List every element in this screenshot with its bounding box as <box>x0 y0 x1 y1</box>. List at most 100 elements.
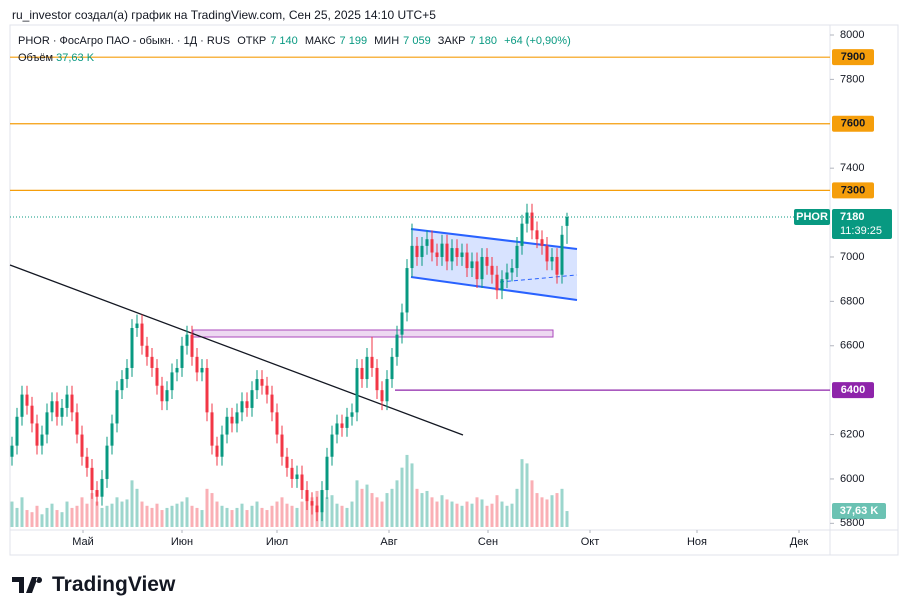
candle-body <box>305 490 309 502</box>
candle-body <box>170 372 174 391</box>
volume-bar <box>140 501 144 527</box>
volume-label: 37,63 K <box>840 505 879 517</box>
level-label: 7300 <box>841 184 865 196</box>
volume-bar <box>535 493 539 527</box>
candle-body <box>260 379 264 386</box>
volume-bar <box>420 493 424 527</box>
volume-bar <box>415 488 419 527</box>
volume-bar <box>265 510 269 527</box>
candle-body <box>60 407 64 417</box>
candle-body <box>165 390 169 402</box>
value: 37,63 K <box>56 52 95 64</box>
candle-body <box>85 456 89 468</box>
volume-bar <box>115 497 119 527</box>
volume-bar <box>495 495 499 527</box>
candle-body <box>555 256 559 275</box>
volume-bar <box>185 497 189 527</box>
candle-body <box>310 501 314 506</box>
volume-bar <box>545 499 549 527</box>
volume-bar <box>75 505 79 527</box>
candle-body <box>410 245 414 269</box>
volume-bar <box>305 493 309 527</box>
volume-bar <box>395 480 399 527</box>
value: 7 199 <box>339 35 368 47</box>
candle-body <box>245 401 249 408</box>
volume-bar <box>375 497 379 527</box>
value: 7 180 <box>469 35 498 47</box>
volume-bar <box>175 503 179 527</box>
volume-bar <box>120 501 124 527</box>
volume-bar <box>205 488 209 527</box>
volume-bar <box>405 454 409 527</box>
candle-body <box>240 401 244 413</box>
volume-bar <box>55 510 59 527</box>
volume-bar <box>215 501 219 527</box>
candle-body <box>80 434 84 457</box>
candle-body <box>560 234 564 275</box>
candle-body <box>145 345 149 357</box>
candle-body <box>490 265 494 275</box>
candle-body <box>300 474 304 491</box>
volume-bar <box>435 501 439 527</box>
candle-body <box>270 394 274 413</box>
candle-body <box>10 445 14 457</box>
candle-body <box>190 334 194 357</box>
volume-bar <box>245 510 249 527</box>
symbol-box <box>794 209 830 226</box>
volume-bar <box>295 507 299 527</box>
volume-bar <box>40 514 44 527</box>
volume-bar <box>365 484 369 527</box>
volume-bar <box>15 507 19 527</box>
volume-bar <box>370 493 374 527</box>
candle-body <box>45 412 49 435</box>
volume-bar <box>280 497 284 527</box>
volume-bar <box>400 467 404 527</box>
candle-body <box>415 245 419 257</box>
volume-bar <box>60 512 64 527</box>
candle-body <box>400 312 404 335</box>
y-tick-label: 5800 <box>840 517 864 529</box>
volume-bar <box>240 503 244 527</box>
volume-bar <box>70 507 74 527</box>
x-tick-label: Окт <box>581 536 600 548</box>
volume-bar <box>460 505 464 527</box>
candle-body <box>205 367 209 413</box>
volume-bar <box>350 501 354 527</box>
candle-body <box>195 356 199 373</box>
y-tick-label: 6800 <box>840 295 864 307</box>
volume-bar <box>530 480 534 527</box>
candle-body <box>495 274 499 291</box>
candle-body <box>70 394 74 413</box>
volume-bar <box>50 503 54 527</box>
volume-bar <box>410 463 414 527</box>
volume-bar <box>45 507 49 527</box>
y-tick-label: 7800 <box>840 73 864 85</box>
candle-body <box>215 445 219 457</box>
volume-bar <box>285 503 289 527</box>
volume-bar <box>455 503 459 527</box>
volume-bar <box>270 505 274 527</box>
level-label: 7900 <box>841 51 865 63</box>
volume-bar <box>200 510 204 527</box>
volume-bar <box>130 480 134 527</box>
candle-body <box>375 367 379 391</box>
volume-bar <box>445 499 449 527</box>
candle-body <box>545 245 549 262</box>
candle-body <box>115 390 119 424</box>
candle-body <box>20 394 24 417</box>
label: МАКС <box>304 35 336 47</box>
candle-body <box>210 412 214 446</box>
candle-body <box>390 356 394 380</box>
volume-bar <box>505 505 509 527</box>
candle-body <box>520 223 524 246</box>
candle-body <box>515 245 519 269</box>
candle-body <box>370 356 374 368</box>
change: +64 (+0,90%) <box>504 35 571 47</box>
candle-body <box>525 212 529 224</box>
volume-bar <box>385 493 389 527</box>
volume-box <box>832 503 886 520</box>
candle-body <box>105 445 109 479</box>
level-label: 6400 <box>841 384 865 396</box>
candle-body <box>65 394 69 408</box>
